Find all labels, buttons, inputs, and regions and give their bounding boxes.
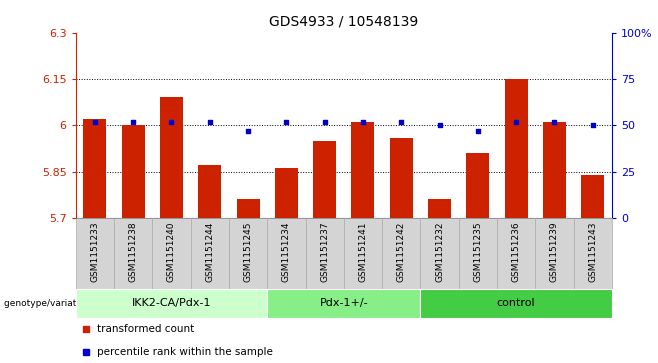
Point xyxy=(166,119,177,125)
Bar xyxy=(390,138,413,218)
Point xyxy=(549,119,560,125)
Bar xyxy=(459,218,497,289)
Text: GSM1151235: GSM1151235 xyxy=(473,221,482,282)
Point xyxy=(319,119,330,125)
Text: control: control xyxy=(497,298,536,308)
Point xyxy=(243,128,253,134)
Bar xyxy=(267,289,420,318)
Text: IKK2-CA/Pdx-1: IKK2-CA/Pdx-1 xyxy=(132,298,211,308)
Point xyxy=(434,122,445,128)
Bar xyxy=(191,218,229,289)
Bar xyxy=(543,122,566,218)
Bar xyxy=(505,79,528,218)
Text: GSM1151234: GSM1151234 xyxy=(282,221,291,282)
Point xyxy=(588,122,598,128)
Bar xyxy=(574,218,612,289)
Text: GSM1151237: GSM1151237 xyxy=(320,221,329,282)
Point xyxy=(128,119,138,125)
Text: GSM1151236: GSM1151236 xyxy=(512,221,520,282)
Bar xyxy=(382,218,420,289)
Text: GSM1151241: GSM1151241 xyxy=(359,221,367,282)
Bar xyxy=(237,199,259,218)
Bar xyxy=(344,218,382,289)
Text: GSM1151240: GSM1151240 xyxy=(167,221,176,282)
Bar xyxy=(267,218,305,289)
Bar xyxy=(420,218,459,289)
Bar xyxy=(84,119,107,218)
Bar xyxy=(420,289,612,318)
Point xyxy=(281,119,291,125)
Text: GSM1151233: GSM1151233 xyxy=(90,221,99,282)
Bar xyxy=(160,97,183,218)
Bar xyxy=(76,218,114,289)
Point xyxy=(472,128,483,134)
Bar xyxy=(114,218,152,289)
Bar xyxy=(351,122,374,218)
Bar xyxy=(152,218,191,289)
Point xyxy=(511,119,521,125)
Bar xyxy=(198,165,221,218)
Point xyxy=(396,119,407,125)
Point xyxy=(89,119,100,125)
Text: percentile rank within the sample: percentile rank within the sample xyxy=(97,347,273,357)
Bar xyxy=(305,218,344,289)
Point xyxy=(205,119,215,125)
Bar xyxy=(467,153,490,218)
Text: Pdx-1+/-: Pdx-1+/- xyxy=(320,298,368,308)
Bar xyxy=(428,199,451,218)
Bar xyxy=(536,218,574,289)
Bar xyxy=(229,218,267,289)
Text: GSM1151238: GSM1151238 xyxy=(128,221,138,282)
Text: GSM1151244: GSM1151244 xyxy=(205,221,215,282)
Text: GSM1151239: GSM1151239 xyxy=(550,221,559,282)
Text: genotype/variation ▶: genotype/variation ▶ xyxy=(4,299,100,307)
Title: GDS4933 / 10548139: GDS4933 / 10548139 xyxy=(269,15,418,29)
Bar xyxy=(122,125,145,218)
Point xyxy=(358,119,368,125)
Text: GSM1151242: GSM1151242 xyxy=(397,221,406,282)
Bar xyxy=(275,168,298,218)
Bar xyxy=(581,175,604,218)
Bar xyxy=(313,140,336,218)
Text: transformed count: transformed count xyxy=(97,324,194,334)
Text: GSM1151232: GSM1151232 xyxy=(435,221,444,282)
Bar xyxy=(76,289,267,318)
Text: GSM1151245: GSM1151245 xyxy=(243,221,253,282)
Text: GSM1151243: GSM1151243 xyxy=(588,221,597,282)
Bar xyxy=(497,218,536,289)
